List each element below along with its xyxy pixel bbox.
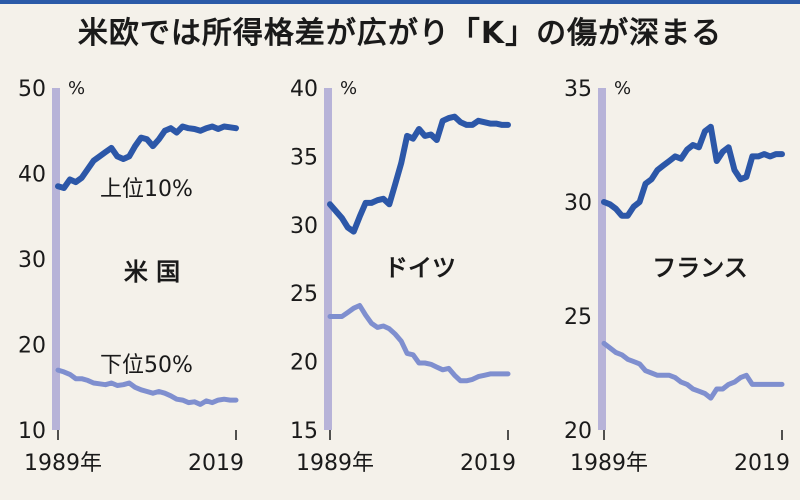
y-tick-label: 30 — [564, 191, 592, 216]
series-line-bottom50 — [601, 340, 785, 401]
y-tick-label: 35 — [290, 145, 318, 170]
y-tick-label: 20 — [18, 334, 46, 359]
y-axis-band — [324, 88, 332, 430]
y-tick-label: 20 — [564, 419, 592, 444]
x-tick-label: 2019 — [460, 451, 516, 476]
y-tick-label: 30 — [18, 248, 46, 273]
series-line-bottom50 — [55, 367, 239, 407]
country-label: 米 国 — [124, 258, 180, 286]
country-label: ドイツ — [384, 254, 456, 282]
y-tick-label: 30 — [290, 214, 318, 239]
series-line-top10 — [327, 113, 511, 235]
series-label-bottom50: 下位50% — [100, 353, 193, 378]
top-accent-bar — [0, 0, 800, 4]
y-tick-label: 25 — [290, 282, 318, 307]
series-line-top10 — [55, 123, 239, 191]
x-tick-label: 1989年 — [570, 451, 648, 476]
panel-us: 10 20 30 40 50 % 1989年 2019 米 国 — [18, 77, 244, 476]
unit-label: % — [340, 78, 357, 99]
country-label: フランス — [652, 254, 748, 282]
x-tick-label: 1989年 — [24, 451, 102, 476]
unit-label: % — [614, 78, 631, 99]
y-tick-label: 25 — [564, 305, 592, 330]
series-line-bottom50 — [327, 303, 511, 384]
series-line-top10 — [601, 123, 785, 219]
y-tick-label: 20 — [290, 351, 318, 376]
x-tick-label: 2019 — [188, 451, 244, 476]
y-tick-label: 15 — [290, 419, 318, 444]
series-label-top10: 上位10% — [100, 177, 193, 202]
y-tick-label: 50 — [18, 77, 46, 102]
panel-france: 20 25 30 35 % 1989年 2019 フランス — [564, 77, 790, 476]
y-tick-label: 35 — [564, 77, 592, 102]
unit-label: % — [68, 78, 85, 99]
y-tick-label: 40 — [290, 77, 318, 102]
x-tick-label: 1989年 — [296, 451, 374, 476]
y-tick-label: 10 — [18, 419, 46, 444]
x-tick-label: 2019 — [734, 451, 790, 476]
panel-germany: 15 20 25 30 35 40 % 1989年 2019 ドイツ — [290, 77, 516, 476]
y-tick-label: 40 — [18, 163, 46, 188]
y-axis-band — [598, 88, 606, 430]
y-axis-band — [52, 88, 60, 430]
chart-title: 米欧では所得格差が広がり「K」の傷が深まる — [77, 16, 723, 51]
